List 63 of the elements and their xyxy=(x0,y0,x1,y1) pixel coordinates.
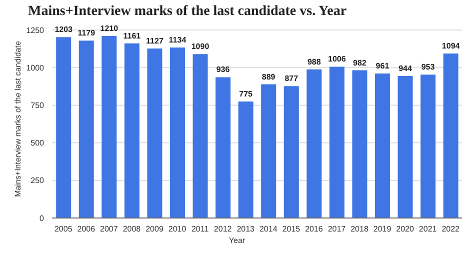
x-tick-label: 2011 xyxy=(191,224,210,234)
x-tick-label: 2009 xyxy=(146,224,164,234)
bar xyxy=(216,77,231,218)
bar xyxy=(306,69,322,218)
x-tick-label: 2007 xyxy=(100,224,118,234)
x-tick-label: 2006 xyxy=(77,224,96,234)
y-tick-label: 1250 xyxy=(26,26,45,35)
x-tick-label: 2021 xyxy=(418,224,438,234)
x-tick-label: 2022 xyxy=(442,224,460,234)
data-label: 1090 xyxy=(191,42,210,52)
data-label: 1179 xyxy=(78,28,96,38)
bar xyxy=(329,66,344,218)
x-tick-label: 2012 xyxy=(214,224,232,234)
x-tick-label: 2020 xyxy=(396,224,415,234)
x-tick-label: 2019 xyxy=(373,224,392,234)
data-label: 1094 xyxy=(442,41,460,50)
bar xyxy=(284,86,299,218)
data-label: 889 xyxy=(262,72,276,82)
x-tick-label: 2016 xyxy=(305,224,324,234)
data-label: 936 xyxy=(216,65,230,74)
data-label: 944 xyxy=(398,64,412,74)
data-label: 953 xyxy=(421,62,436,72)
y-tick-label: 0 xyxy=(40,214,45,223)
x-tick-label: 2018 xyxy=(350,224,369,234)
bar xyxy=(124,43,140,218)
y-tick-label: 250 xyxy=(30,176,45,186)
x-tick-label: 2010 xyxy=(168,224,187,234)
data-label: 961 xyxy=(376,61,390,70)
data-label: 988 xyxy=(307,57,322,66)
bar xyxy=(102,36,117,218)
bar xyxy=(420,74,436,218)
bar xyxy=(352,70,368,218)
bar xyxy=(443,53,458,218)
data-label: 877 xyxy=(284,74,299,84)
x-tick-label: 2008 xyxy=(122,224,142,234)
chart-title: Mains+Interview marks of the last candidate vs. Year xyxy=(28,4,347,20)
bar xyxy=(398,76,413,218)
x-tick-label: 2013 xyxy=(236,224,256,234)
bar xyxy=(170,47,185,218)
bar xyxy=(192,54,208,218)
data-label: 1203 xyxy=(54,25,74,34)
bar xyxy=(78,40,94,218)
bar xyxy=(374,73,390,218)
x-tick-label: 2014 xyxy=(259,224,278,234)
data-label: 1161 xyxy=(123,31,142,40)
bar xyxy=(147,48,162,218)
data-label: 982 xyxy=(353,58,367,68)
bar xyxy=(261,84,276,218)
data-label: 1006 xyxy=(328,54,346,64)
data-label: 1210 xyxy=(100,24,119,34)
data-label: 1127 xyxy=(146,36,164,46)
bar xyxy=(56,37,72,218)
y-tick-label: 500 xyxy=(30,138,45,148)
y-tick-label: 750 xyxy=(30,101,45,110)
y-tick-label: 1000 xyxy=(26,63,45,72)
data-label: 775 xyxy=(239,89,254,98)
x-tick-label: 2015 xyxy=(282,224,301,234)
x-tick-label: 2017 xyxy=(328,224,346,234)
x-tick-label: 2005 xyxy=(54,224,73,234)
x-axis-title: Year xyxy=(228,236,246,245)
data-label: 1134 xyxy=(168,35,187,44)
y-axis-title: Mains+Interview marks of the last candidate xyxy=(14,41,22,197)
bar xyxy=(238,101,254,218)
